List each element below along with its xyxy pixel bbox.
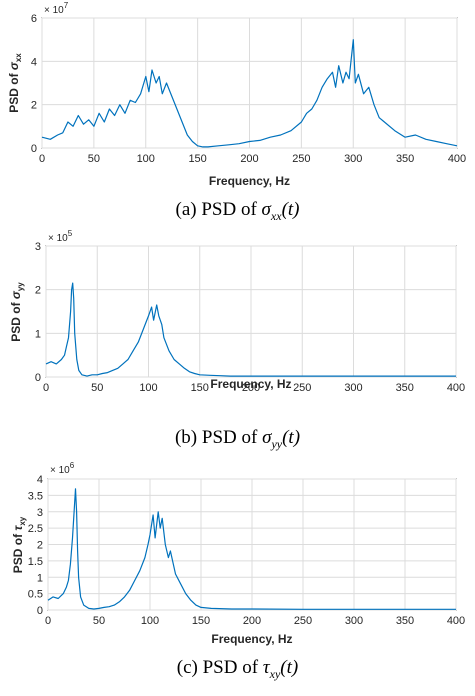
y-axis-label: PSD of σxx xyxy=(7,53,23,113)
x-tick-label: 0 xyxy=(39,153,45,165)
chart-panel-b: 0 50 100 150 200 250 300 350 400 0 1 2 3 × 105 Freq… xyxy=(9,229,465,394)
x-tick-label: 250 xyxy=(292,153,310,165)
y-tick-label: 2 xyxy=(35,285,41,297)
y-tick-label: 4 xyxy=(31,56,37,68)
x-tick-label: 400 xyxy=(447,615,465,627)
x-tick-labels: 0 50 100 150 200 250 300 350 400 xyxy=(39,153,466,165)
x-tick-labels: 0 50 100 150 200 250 300 350 400 xyxy=(43,382,465,394)
x-tick-label: 150 xyxy=(191,382,209,394)
y-tick-label: 0 xyxy=(37,605,43,617)
y-tick-label: 3 xyxy=(35,241,41,253)
y-tick-label: 6 xyxy=(31,13,37,25)
x-axis-label: Frequency, Hz xyxy=(211,632,292,646)
psd-series-line xyxy=(41,39,458,148)
x-tick-label: 150 xyxy=(188,153,206,165)
x-tick-label: 100 xyxy=(139,382,157,394)
x-tick-label: 0 xyxy=(45,615,51,627)
x-tick-label: 0 xyxy=(43,382,49,394)
y-tick-label: 1 xyxy=(37,572,43,584)
caption-c: (c) PSD of τxy(t) xyxy=(176,657,299,681)
y-multiplier: × 106 xyxy=(50,461,75,476)
x-tick-label: 300 xyxy=(344,153,362,165)
grid-lines xyxy=(41,17,458,149)
y-axis-label: PSD of σyy xyxy=(9,282,25,342)
x-axis-label: Frequency, Hz xyxy=(209,174,290,188)
y-tick-labels: 0 2 4 6 xyxy=(31,13,37,155)
x-tick-label: 400 xyxy=(448,153,466,165)
y-tick-label: 2.5 xyxy=(28,523,43,535)
x-tick-label: 350 xyxy=(396,153,414,165)
y-tick-label: 1.5 xyxy=(28,556,43,568)
x-tick-label: 400 xyxy=(447,382,465,394)
x-tick-label: 200 xyxy=(240,153,258,165)
y-tick-label: 4 xyxy=(37,474,43,486)
y-multiplier: × 105 xyxy=(48,229,73,244)
chart-panel-a: 0 50 100 150 200 250 300 350 400 0 2 4 6 × 107 Freq… xyxy=(7,1,466,188)
y-axis-label: PSD of τxy xyxy=(11,516,27,573)
grid-lines xyxy=(45,245,457,378)
x-tick-label: 150 xyxy=(192,615,210,627)
x-tick-label: 350 xyxy=(396,615,414,627)
y-tick-label: 2 xyxy=(37,540,43,552)
x-tick-label: 250 xyxy=(294,615,312,627)
y-tick-label: 0 xyxy=(35,372,41,384)
y-tick-label: 3.5 xyxy=(28,490,43,502)
y-tick-label: 1 xyxy=(35,328,41,340)
x-tick-label: 250 xyxy=(293,382,311,394)
x-tick-label: 50 xyxy=(88,153,100,165)
y-tick-label: 3 xyxy=(37,507,43,519)
grid-lines xyxy=(47,478,457,611)
y-tick-label: 0 xyxy=(31,143,37,155)
caption-b: (b) PSD of σyy(t) xyxy=(174,427,301,451)
chart-panel-c: 0 50 100 150 200 250 300 350 400 0 0.5 1 1.5 2 2.5 3 3.… xyxy=(11,461,465,646)
x-tick-label: 300 xyxy=(344,382,362,394)
caption-a: (a) PSD of σxx(t) xyxy=(175,199,300,223)
x-axis-label: Frequency, Hz xyxy=(210,377,291,391)
y-tick-labels: 0 1 2 3 xyxy=(35,241,41,384)
y-tick-label: 2 xyxy=(31,100,37,112)
x-tick-label: 200 xyxy=(242,382,260,394)
x-tick-labels: 0 50 100 150 200 250 300 350 400 xyxy=(45,615,465,627)
psd-series-line xyxy=(47,488,456,610)
x-tick-label: 100 xyxy=(141,615,159,627)
x-tick-label: 50 xyxy=(91,382,103,394)
x-tick-label: 300 xyxy=(345,615,363,627)
x-tick-label: 200 xyxy=(243,615,261,627)
psd-series-line xyxy=(45,282,456,377)
y-tick-label: 0.5 xyxy=(28,589,43,601)
x-tick-label: 350 xyxy=(396,382,414,394)
y-tick-labels: 0 0.5 1 1.5 2 2.5 3 3.5 4 xyxy=(28,474,43,617)
y-multiplier: × 107 xyxy=(44,1,69,16)
x-tick-label: 100 xyxy=(137,153,155,165)
x-tick-label: 50 xyxy=(93,615,105,627)
